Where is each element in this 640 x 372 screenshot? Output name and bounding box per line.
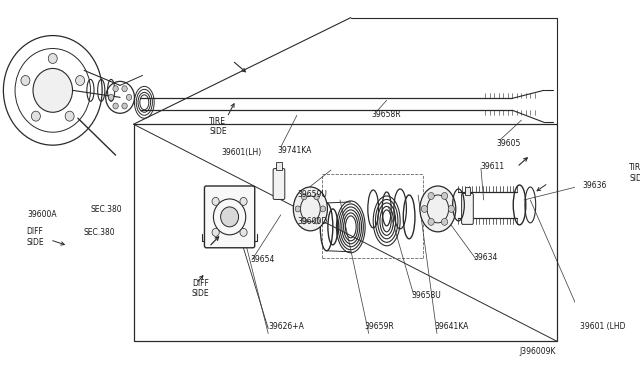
Circle shape bbox=[212, 198, 220, 205]
Circle shape bbox=[113, 86, 118, 92]
Circle shape bbox=[221, 207, 239, 227]
Circle shape bbox=[76, 76, 84, 86]
FancyBboxPatch shape bbox=[276, 162, 282, 170]
Circle shape bbox=[240, 228, 247, 236]
Ellipse shape bbox=[420, 186, 456, 232]
Circle shape bbox=[240, 198, 247, 205]
Text: TIRE
SIDE: TIRE SIDE bbox=[209, 116, 227, 136]
Circle shape bbox=[21, 76, 30, 86]
Circle shape bbox=[48, 54, 57, 64]
FancyBboxPatch shape bbox=[204, 186, 255, 248]
FancyBboxPatch shape bbox=[273, 169, 285, 199]
Circle shape bbox=[421, 205, 428, 212]
Text: 39600D: 39600D bbox=[297, 217, 327, 227]
Text: SEC.380: SEC.380 bbox=[83, 228, 115, 237]
Text: SEC.380: SEC.380 bbox=[90, 205, 122, 214]
Text: 39626+A: 39626+A bbox=[268, 322, 304, 331]
Text: 39634: 39634 bbox=[474, 253, 498, 262]
Text: 39654: 39654 bbox=[250, 255, 275, 264]
Circle shape bbox=[122, 86, 127, 92]
Text: DIFF
SIDE: DIFF SIDE bbox=[27, 227, 44, 247]
Circle shape bbox=[301, 194, 307, 200]
Text: J396009K: J396009K bbox=[519, 347, 556, 356]
Text: 39741KA: 39741KA bbox=[277, 145, 312, 155]
Circle shape bbox=[31, 111, 40, 121]
Text: 39659U: 39659U bbox=[297, 190, 327, 199]
Circle shape bbox=[442, 218, 448, 225]
Text: 39658R: 39658R bbox=[371, 110, 401, 119]
FancyBboxPatch shape bbox=[461, 193, 474, 224]
Circle shape bbox=[428, 192, 435, 199]
Circle shape bbox=[108, 94, 114, 100]
Circle shape bbox=[301, 218, 307, 224]
Text: 39659R: 39659R bbox=[364, 322, 394, 331]
Text: 39601 (LHD: 39601 (LHD bbox=[580, 322, 625, 331]
Text: TIRE
SIDE: TIRE SIDE bbox=[629, 163, 640, 183]
Circle shape bbox=[428, 218, 435, 225]
Circle shape bbox=[122, 103, 127, 109]
Circle shape bbox=[442, 192, 448, 199]
Text: 39641KA: 39641KA bbox=[435, 322, 468, 331]
Circle shape bbox=[212, 228, 220, 236]
Text: 39605: 39605 bbox=[496, 139, 520, 148]
Circle shape bbox=[320, 206, 326, 212]
Circle shape bbox=[314, 218, 319, 224]
Text: DIFF
SIDE: DIFF SIDE bbox=[192, 279, 209, 298]
Text: 39600A: 39600A bbox=[28, 211, 57, 219]
Circle shape bbox=[113, 103, 118, 109]
Text: 39636: 39636 bbox=[582, 180, 607, 189]
FancyBboxPatch shape bbox=[465, 187, 470, 195]
Circle shape bbox=[314, 194, 319, 200]
Text: 39658U: 39658U bbox=[412, 291, 442, 300]
Circle shape bbox=[65, 111, 74, 121]
Circle shape bbox=[295, 206, 301, 212]
Text: 39601(LH): 39601(LH) bbox=[221, 148, 262, 157]
Circle shape bbox=[448, 205, 454, 212]
Circle shape bbox=[33, 68, 72, 112]
Text: 39611: 39611 bbox=[480, 161, 504, 171]
Ellipse shape bbox=[293, 187, 328, 231]
Circle shape bbox=[126, 94, 132, 100]
